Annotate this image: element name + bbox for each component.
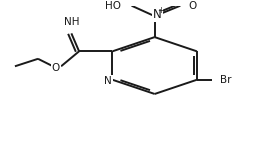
Text: Br: Br: [220, 75, 231, 85]
Text: O: O: [188, 1, 196, 11]
Text: +: +: [158, 6, 165, 15]
Text: O: O: [52, 63, 60, 73]
Text: HO: HO: [105, 1, 121, 11]
Text: N: N: [104, 76, 112, 86]
Text: N: N: [153, 8, 162, 21]
Text: NH: NH: [64, 17, 79, 27]
